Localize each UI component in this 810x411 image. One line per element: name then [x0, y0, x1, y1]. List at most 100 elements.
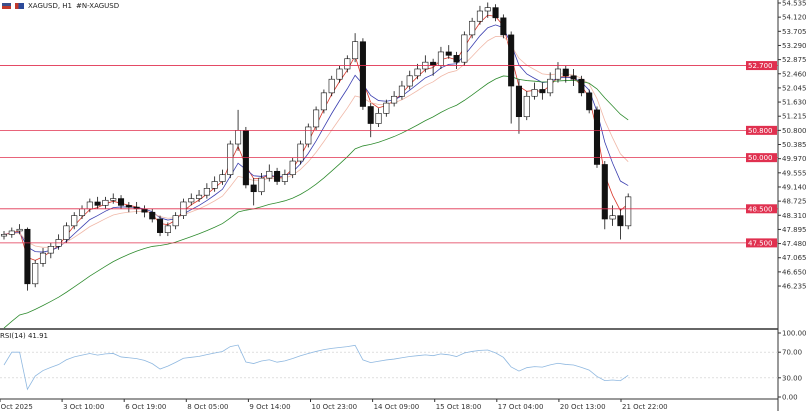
ma-long-line	[3, 75, 629, 329]
candle-body	[219, 174, 226, 182]
candle-body	[102, 199, 109, 206]
candle-body	[593, 109, 601, 165]
time-tick-label: 14 Oct 09:00	[374, 403, 420, 411]
candle-body	[570, 75, 577, 80]
level-price-badge	[746, 153, 777, 163]
price-tick-label: 47.065	[782, 254, 807, 262]
candle-body	[625, 196, 632, 227]
time-tick-label: 8 Oct 05:00	[187, 403, 228, 411]
price-tick-label: 49.140	[782, 183, 807, 191]
time-tick-label: 17 Oct 04:00	[498, 403, 544, 411]
candle-body	[539, 89, 546, 94]
candle-body	[188, 198, 195, 203]
candle-body	[344, 58, 351, 70]
candle-body	[203, 188, 210, 196]
price-tick-label: 52.875	[782, 56, 807, 64]
rsi-tick-label: 70.00	[782, 349, 802, 357]
flag-us-icon	[2, 3, 11, 9]
candle-body	[406, 75, 413, 87]
candle-body	[586, 92, 593, 111]
level-price-label: 50.000	[748, 154, 773, 162]
candle-body	[110, 198, 117, 201]
symbol-label: XAGUSD, H1	[28, 2, 73, 10]
candle-body	[484, 7, 491, 12]
symbol-description: #N-XAGUSD	[76, 2, 120, 10]
candle-body	[328, 78, 335, 94]
candle-body	[172, 215, 179, 227]
candle-body	[523, 95, 530, 118]
price-tick-label: 54.535	[782, 0, 807, 8]
candle-body	[149, 211, 156, 220]
time-tick-label: 20 Oct 13:00	[560, 403, 606, 411]
price-tick-label: 49.970	[782, 155, 807, 163]
candle-body	[515, 85, 522, 118]
candle-body	[445, 51, 452, 56]
candle-body	[617, 215, 624, 227]
candle-body	[398, 85, 405, 97]
candle-body	[375, 113, 382, 124]
candle-body	[32, 263, 39, 285]
candle-body	[250, 184, 257, 193]
price-tick-label: 50.385	[782, 141, 807, 149]
price-tick-label: 53.290	[782, 42, 807, 50]
rsi-line	[3, 344, 629, 391]
candle-body	[430, 61, 437, 66]
candle-body	[235, 130, 242, 145]
price-tick-label: 46.650	[782, 268, 807, 276]
price-tick-label: 47.895	[782, 226, 807, 234]
price-tick-label: 52.460	[782, 70, 807, 78]
candle-body	[492, 7, 499, 19]
candle-body	[313, 109, 320, 128]
level-price-label: 52.700	[748, 62, 773, 70]
candle-body	[453, 55, 460, 63]
candle-body	[24, 228, 31, 285]
candle-body	[86, 201, 93, 210]
level-price-label: 47.500	[748, 239, 773, 247]
level-price-label: 48.500	[748, 205, 773, 213]
candle-body	[336, 68, 343, 80]
candle-body	[266, 170, 273, 179]
time-tick-label: 10 Oct 23:00	[312, 403, 358, 411]
price-tick-label: 52.045	[782, 84, 807, 92]
candle-body	[367, 106, 374, 124]
candle-body	[0, 234, 8, 237]
candle-body	[476, 10, 483, 22]
candle-body	[125, 205, 132, 208]
candle-body	[157, 218, 164, 233]
candle-body	[16, 228, 23, 232]
candle-body	[196, 194, 203, 199]
candle-body	[609, 215, 616, 220]
candle-body	[562, 68, 569, 77]
candle-body	[8, 230, 15, 235]
candle-body	[47, 246, 54, 254]
candle-body	[297, 143, 304, 162]
candle-body	[63, 225, 70, 240]
ma-mid-line	[3, 24, 629, 253]
price-tick-label: 48.310	[782, 212, 807, 220]
time-tick-label: 2 Oct 2025	[0, 403, 33, 411]
candle-body	[500, 17, 507, 36]
candle-body	[274, 170, 281, 182]
candle-body	[78, 208, 86, 216]
level-price-badge	[746, 204, 777, 214]
candle-body	[320, 92, 327, 111]
candle-body	[94, 201, 101, 206]
rsi-tick-label: 30.00	[782, 374, 802, 382]
candle-body	[601, 164, 608, 220]
candle-body	[359, 41, 366, 107]
candle-body	[118, 198, 125, 206]
price-tick-label: 50.800	[782, 127, 807, 135]
rsi-tick-label: 0.00	[782, 394, 798, 402]
candle-body	[547, 78, 554, 94]
candle-body	[554, 68, 562, 80]
candle-body	[227, 143, 234, 175]
candle-body	[211, 181, 218, 189]
time-tick-label: 21 Oct 22:00	[622, 403, 668, 411]
candle-body	[461, 34, 468, 63]
candle-body	[437, 51, 444, 66]
rsi-label: RSI(14) 41.91	[0, 332, 49, 340]
time-tick-label: 3 Oct 10:00	[63, 403, 104, 411]
candle-body	[258, 177, 265, 193]
price-tick-label: 47.480	[782, 240, 807, 248]
